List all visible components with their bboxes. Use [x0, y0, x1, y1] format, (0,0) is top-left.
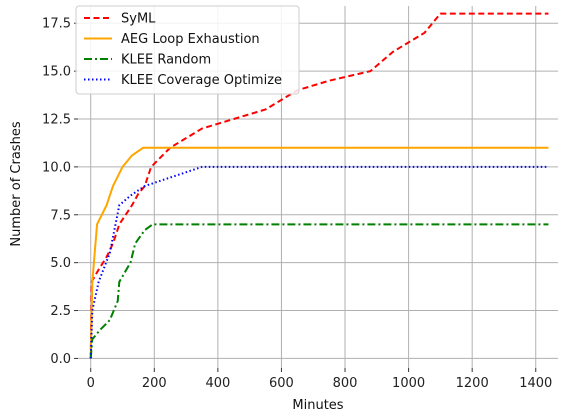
x-tick-label: 1200	[456, 376, 489, 391]
y-tick-label: 10.0	[42, 160, 71, 175]
x-tick-label: 0	[87, 376, 95, 391]
x-axis-ticks: 0 200 400 600 800 1000 1200 1400	[87, 368, 552, 391]
x-tick-label: 200	[142, 376, 167, 391]
y-tick-label: 15.0	[42, 65, 71, 80]
y-tick-label: 5.0	[50, 256, 71, 271]
x-tick-label: 1400	[519, 376, 552, 391]
x-tick-label: 400	[205, 376, 230, 391]
y-tick-label: 2.5	[50, 304, 71, 319]
series-line-syml	[89, 12, 549, 359]
series-line-klee-coverage-optimize	[89, 165, 549, 359]
series-line-aeg-loop-exhaustion	[89, 146, 549, 359]
x-tick-label: 600	[269, 376, 294, 391]
legend-box	[75, 5, 300, 95]
legend-label: AEG Loop Exhaustion	[121, 32, 260, 47]
y-tick-label: 12.5	[42, 113, 71, 128]
y-tick-label: 17.5	[42, 17, 71, 32]
legend-label: SyML	[121, 12, 156, 27]
y-axis-label: Number of Crashes	[9, 121, 24, 246]
legend-label: KLEE Coverage Optimize	[121, 73, 282, 88]
legend: SyML AEG Loop Exhaustion KLEE Random KLEE C…	[75, 5, 300, 95]
y-tick-label: 0.0	[50, 352, 71, 367]
x-tick-label: 800	[333, 376, 358, 391]
x-axis-label: Minutes	[292, 398, 343, 413]
y-tick-label: 7.5	[50, 208, 71, 223]
series-lines	[89, 12, 549, 359]
y-axis-ticks: 0.0 2.5 5.0 7.5 10.0 12.5 15.0 17.5	[42, 17, 78, 367]
legend-label: KLEE Random	[121, 53, 211, 68]
series-line-klee-random	[89, 223, 549, 359]
x-tick-label: 1000	[392, 376, 425, 391]
